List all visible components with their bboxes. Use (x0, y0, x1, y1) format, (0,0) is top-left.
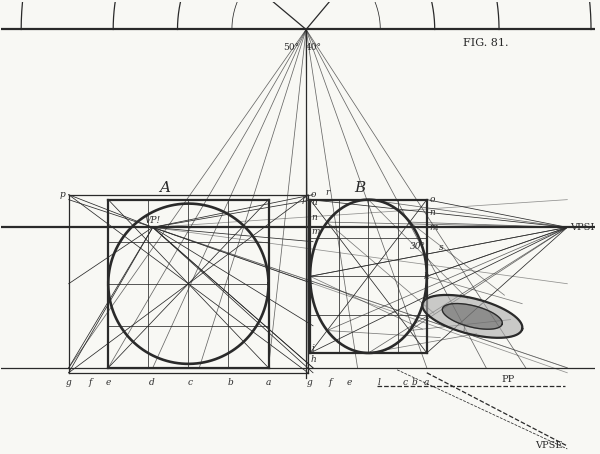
Text: o: o (311, 190, 316, 199)
Text: a: a (266, 378, 271, 387)
Text: u: u (311, 198, 317, 207)
Text: i: i (463, 324, 466, 333)
Text: m: m (430, 223, 438, 232)
Text: 30°: 30° (410, 242, 426, 251)
Text: g: g (66, 378, 71, 387)
Text: VP!: VP! (145, 217, 161, 225)
Text: f: f (89, 378, 92, 387)
Text: B: B (354, 181, 365, 195)
Text: 50°: 50° (283, 43, 299, 52)
Text: d: d (149, 378, 155, 387)
Text: n: n (430, 208, 436, 217)
Text: b: b (412, 378, 418, 387)
Text: VPSE: VPSE (535, 441, 562, 450)
Polygon shape (442, 304, 502, 329)
Text: f: f (328, 378, 332, 387)
Text: FIG. 81.: FIG. 81. (463, 38, 509, 48)
Text: g: g (307, 378, 313, 387)
Text: PP: PP (501, 375, 514, 384)
Text: k: k (424, 272, 430, 281)
Text: a: a (424, 378, 430, 387)
Text: VPSI: VPSI (570, 223, 595, 232)
Text: o: o (430, 195, 435, 204)
Text: e: e (347, 378, 352, 387)
Text: p: p (60, 190, 65, 199)
Text: m: m (311, 227, 320, 236)
Text: n: n (311, 213, 317, 222)
Text: r: r (326, 188, 330, 197)
Text: h: h (311, 355, 317, 365)
Text: e: e (106, 378, 111, 387)
Text: b: b (228, 378, 234, 387)
Text: l: l (378, 378, 381, 387)
Text: p: p (301, 195, 307, 204)
Polygon shape (422, 295, 523, 338)
Text: A: A (159, 181, 170, 195)
Text: c: c (403, 378, 407, 387)
Text: c: c (188, 378, 193, 387)
Text: s: s (439, 242, 444, 252)
Text: i: i (311, 344, 314, 353)
Text: 40°: 40° (306, 43, 322, 52)
